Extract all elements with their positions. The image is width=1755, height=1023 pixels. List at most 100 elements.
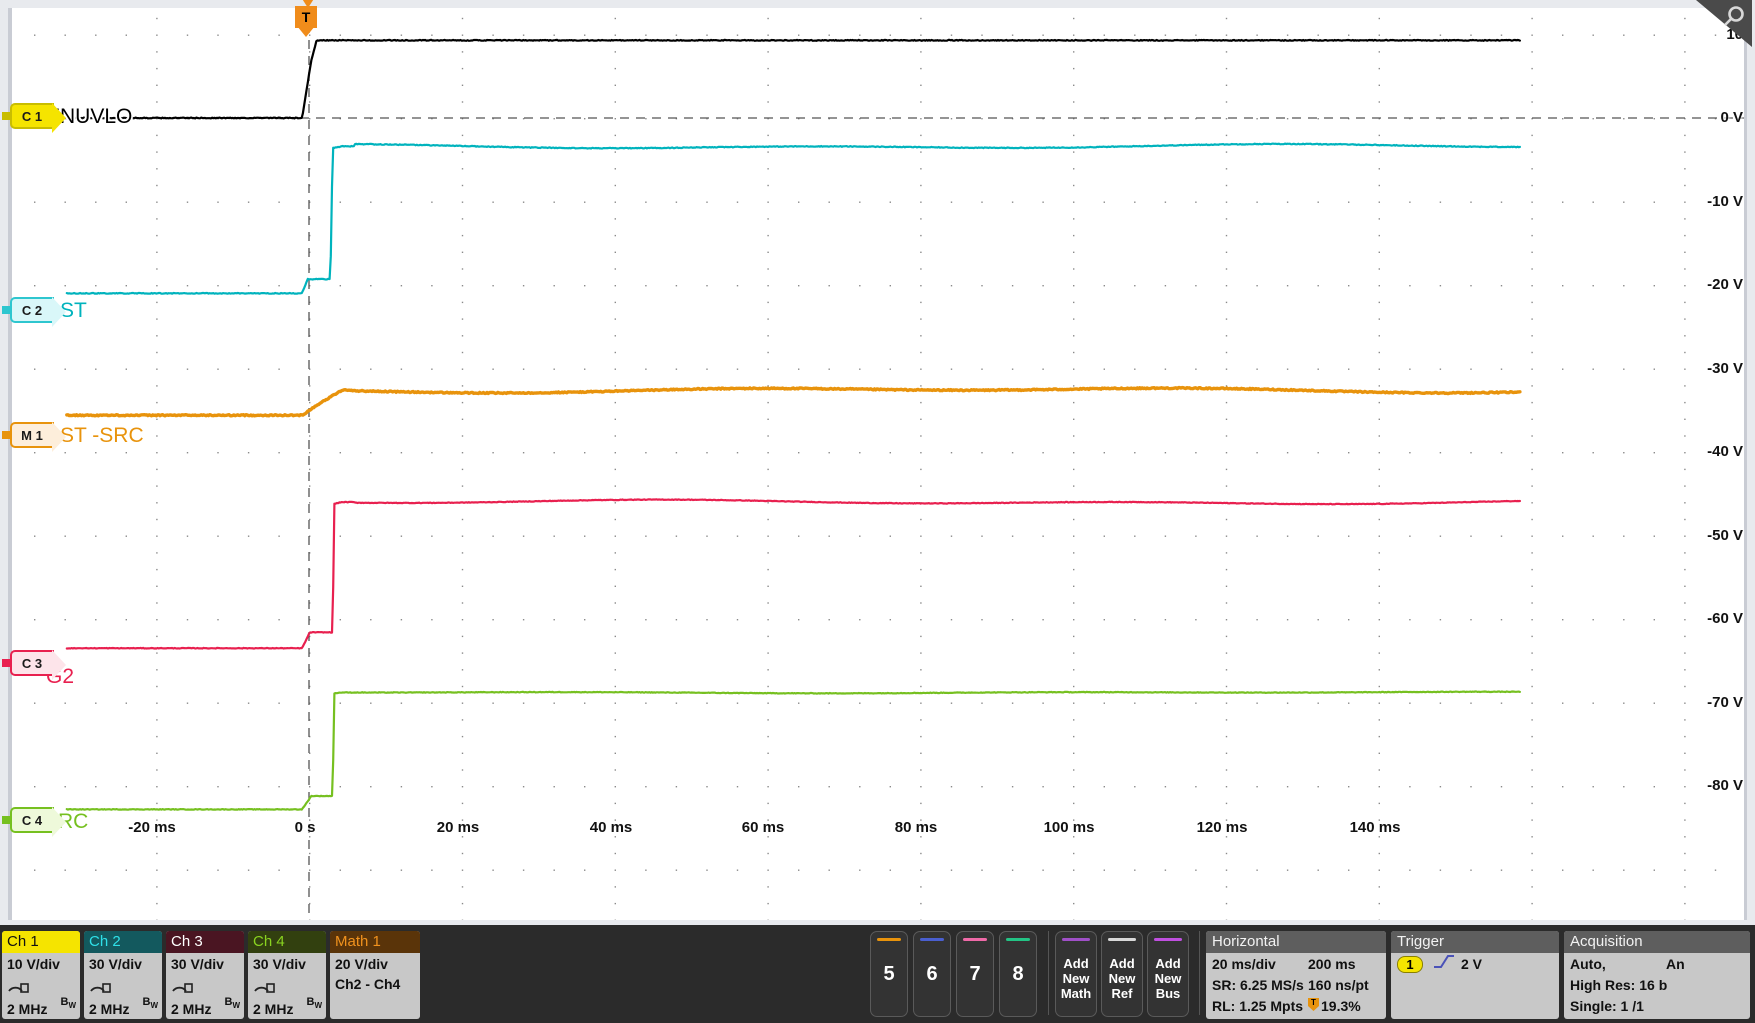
- channel-tile-ch1-bandwidth: 2 MHz: [7, 1001, 48, 1017]
- add-new-bus-colorbar: [1154, 938, 1182, 941]
- add-new-math-colorbar: [1062, 938, 1090, 941]
- voltage-tick-neg30: -30 V: [1707, 360, 1743, 377]
- channel-tile-ch1[interactable]: Ch 1 10 V/div 2 MHz BW: [2, 931, 80, 1019]
- add-new-bus-button[interactable]: Add New Bus: [1147, 931, 1189, 1017]
- graticule[interactable]: [8, 8, 1747, 920]
- add-new-math-button[interactable]: Add New Math: [1055, 931, 1097, 1017]
- trigger-level: 2 V: [1461, 956, 1483, 972]
- time-tick-20ms: 20 ms: [436, 819, 480, 836]
- add-new-bus-line1: Add: [1155, 955, 1181, 971]
- channel-tile-ch1-title: Ch 1: [2, 931, 80, 953]
- voltage-tick-neg80: -80 V: [1707, 777, 1743, 794]
- channel-marker-c4-label: C 4: [21, 812, 43, 828]
- channel-marker-c3[interactable]: C 3: [2, 650, 66, 680]
- add-new-ref-button[interactable]: Add New Ref: [1101, 931, 1143, 1017]
- toolbar-divider: [1048, 931, 1049, 1015]
- channel-tile-ch4[interactable]: Ch 4 30 V/div 2 MHz BW: [248, 931, 326, 1019]
- time-tick-140ms: 140 ms: [1349, 819, 1401, 836]
- channel-tile-ch3-bw-limit: BW: [224, 995, 240, 1010]
- add-new-ref-line2: New: [1108, 970, 1136, 986]
- acquisition-resolution: High Res: 16 b: [1570, 977, 1668, 993]
- horizontal-trigger-position: 19.3%: [1321, 998, 1361, 1014]
- acquisition-panel-title: Acquisition: [1564, 931, 1750, 953]
- add-new-ref-line3: Ref: [1111, 985, 1133, 1001]
- channel-button-5[interactable]: 5: [870, 931, 908, 1017]
- channel-label-c1: ENUVLO: [46, 105, 133, 128]
- channel-tile-ch3-title: Ch 3: [166, 931, 244, 953]
- voltage-tick-neg40: -40 V: [1707, 443, 1743, 460]
- math-tile-title: Math 1: [330, 931, 420, 953]
- horizontal-sample-rate: SR: 6.25 MS/s: [1212, 977, 1304, 993]
- voltage-tick-neg20: -20 V: [1707, 276, 1743, 293]
- horizontal-scale: 20 ms/div: [1212, 956, 1276, 972]
- zoom-corner-button[interactable]: [1696, 0, 1752, 47]
- probe-icon: [90, 983, 111, 993]
- channel-tile-ch4-scale: 30 V/div: [253, 956, 306, 972]
- channel-marker-c3-badge[interactable]: C 3: [10, 650, 66, 680]
- voltage-tick-neg10: -10 V: [1707, 193, 1743, 210]
- bottom-toolbar: Ch 1 10 V/div 2 MHz BW Ch 2 30 V/div 2 M…: [0, 925, 1755, 1023]
- time-tick-80ms: 80 ms: [894, 819, 938, 836]
- channel-marker-c4[interactable]: C 4: [2, 807, 66, 837]
- probe-icon: [8, 983, 29, 993]
- trigger-panel-title: Trigger: [1391, 931, 1559, 953]
- channel-button-7[interactable]: 7: [956, 931, 994, 1017]
- rising-edge-icon: [1433, 954, 1455, 975]
- time-tick-40ms: 40 ms: [589, 819, 633, 836]
- channel-marker-c4-badge[interactable]: C 4: [10, 807, 66, 837]
- trigger-chevron-icon: [299, 0, 317, 8]
- channel-marker-m1-badge[interactable]: M 1: [10, 422, 66, 452]
- math-tile-math1[interactable]: Math 1 20 V/div Ch2 - Ch4: [330, 931, 420, 1019]
- trigger-position-icon: T: [1308, 996, 1319, 1011]
- channel-tile-ch2[interactable]: Ch 2 30 V/div 2 MHz BW: [84, 931, 162, 1019]
- display-border-left: [0, 0, 8, 925]
- channel-button-6-colorbar: [920, 938, 944, 941]
- time-tick-60ms: 60 ms: [741, 819, 785, 836]
- channel-marker-c1-badge[interactable]: C 1: [10, 103, 66, 133]
- channel-button-8[interactable]: 8: [999, 931, 1037, 1017]
- channel-button-5-colorbar: [877, 938, 901, 941]
- add-new-bus-line2: New: [1154, 970, 1182, 986]
- horizontal-panel[interactable]: Horizontal 20 ms/div 200 ms SR: 6.25 MS/…: [1206, 931, 1386, 1019]
- channel-marker-c2-badge[interactable]: C 2: [10, 297, 66, 327]
- horizontal-duration: 200 ms: [1308, 956, 1356, 972]
- voltage-tick-neg60: -60 V: [1707, 610, 1743, 627]
- acquisition-panel[interactable]: Acquisition Auto, An High Res: 16 b Sing…: [1564, 931, 1750, 1019]
- channel-tile-ch4-bandwidth: 2 MHz: [253, 1001, 294, 1017]
- channel-label-m1: BST -SRC: [46, 424, 144, 447]
- channel-marker-c3-nub-icon: [2, 659, 11, 667]
- channel-button-6[interactable]: 6: [913, 931, 951, 1017]
- time-tick-neg20ms: -20 ms: [128, 819, 176, 836]
- probe-icon: [254, 983, 275, 993]
- trigger-source-badge[interactable]: 1: [1397, 956, 1423, 973]
- voltage-tick-0: 0 V: [1720, 109, 1743, 126]
- channel-button-8-colorbar: [1006, 938, 1030, 941]
- channel-tile-ch3[interactable]: Ch 3 30 V/div 2 MHz BW: [166, 931, 244, 1019]
- channel-marker-c1-label: C 1: [21, 108, 43, 124]
- channel-tile-ch1-scale: 10 V/div: [7, 956, 60, 972]
- channel-tile-ch2-scale: 30 V/div: [89, 956, 142, 972]
- channel-marker-c2[interactable]: C 2: [2, 297, 66, 327]
- channel-tile-ch3-scale: 30 V/div: [171, 956, 224, 972]
- time-tick-120ms: 120 ms: [1196, 819, 1248, 836]
- display-border-bottom: [0, 920, 1755, 925]
- add-new-math-line2: New: [1062, 970, 1090, 986]
- display-border-top: [0, 0, 1755, 8]
- trigger-marker[interactable]: T: [295, 6, 317, 28]
- channel-tile-ch4-title: Ch 4: [248, 931, 326, 953]
- add-new-math-line1: Add: [1063, 955, 1089, 971]
- trigger-panel[interactable]: Trigger 1 2 V: [1391, 931, 1559, 1019]
- channel-button-8-label: 8: [1012, 962, 1024, 985]
- channel-tile-ch3-bandwidth: 2 MHz: [171, 1001, 212, 1017]
- add-new-math-line3: Math: [1060, 985, 1092, 1001]
- add-new-bus-line3: Bus: [1155, 985, 1181, 1001]
- channel-marker-m1[interactable]: M 1: [2, 422, 66, 452]
- voltage-tick-neg70: -70 V: [1707, 694, 1743, 711]
- channel-marker-c1[interactable]: C 1: [2, 103, 66, 133]
- channel-button-7-label: 7: [969, 962, 981, 985]
- probe-icon: [172, 983, 193, 993]
- channel-button-5-label: 5: [883, 962, 895, 985]
- math-tile-scale: 20 V/div: [335, 956, 388, 972]
- acquisition-mode-extra: An: [1666, 956, 1685, 972]
